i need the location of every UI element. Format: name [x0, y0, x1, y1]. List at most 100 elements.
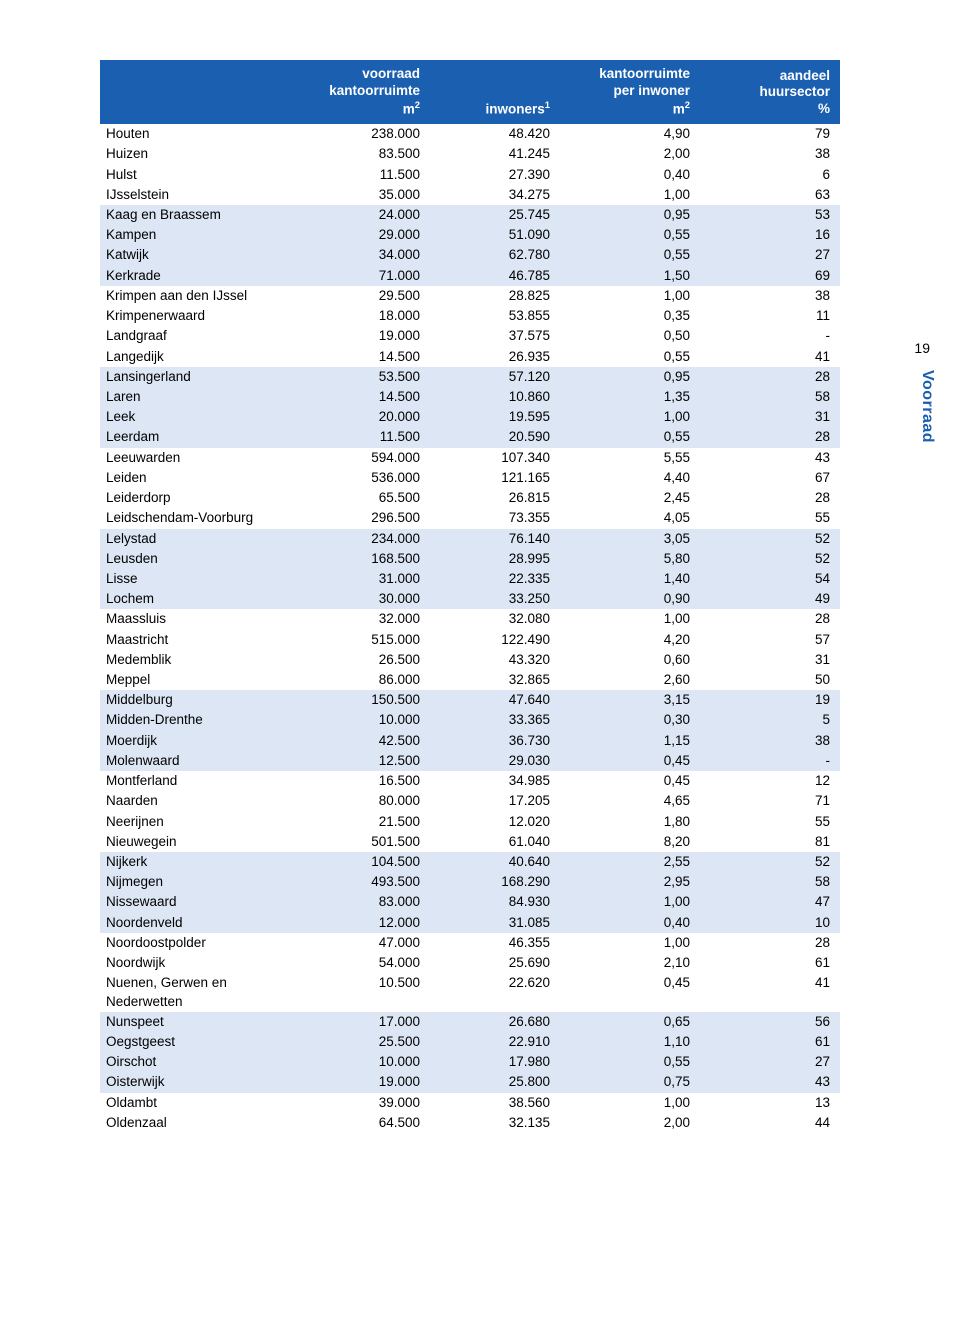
cell-value: 29.000	[300, 225, 430, 245]
cell-value: 40.640	[430, 852, 560, 872]
cell-name: Oldenzaal	[100, 1113, 300, 1133]
cell-value: 79	[700, 124, 840, 144]
cell-value: 14.500	[300, 387, 430, 407]
cell-value: 28	[700, 609, 840, 629]
cell-value: 122.490	[430, 630, 560, 650]
cell-value: 168.500	[300, 549, 430, 569]
cell-value: 33.365	[430, 710, 560, 730]
table-row: Oirschot10.00017.9800,5527	[100, 1052, 840, 1072]
cell-name: Nijkerk	[100, 852, 300, 872]
cell-value: 46.785	[430, 266, 560, 286]
cell-value: 19.000	[300, 1072, 430, 1092]
cell-value: 52	[700, 852, 840, 872]
cell-name: Lisse	[100, 569, 300, 589]
cell-value: 296.500	[300, 508, 430, 528]
cell-value: 4,40	[560, 468, 700, 488]
cell-value: 26.815	[430, 488, 560, 508]
cell-value: 25.800	[430, 1072, 560, 1092]
cell-value: 31	[700, 407, 840, 427]
table-row: Leek20.00019.5951,0031	[100, 407, 840, 427]
table-header: voorraad kantoorruimte m2 inwoners1 kant…	[100, 60, 840, 124]
cell-value: -	[700, 326, 840, 346]
cell-value: 17.205	[430, 791, 560, 811]
cell-value: 18.000	[300, 306, 430, 326]
cell-name: Nissewaard	[100, 892, 300, 912]
cell-name: Naarden	[100, 791, 300, 811]
cell-value: 4,65	[560, 791, 700, 811]
cell-value: 25.690	[430, 953, 560, 973]
cell-value: -	[700, 751, 840, 771]
cell-name: Medemblik	[100, 650, 300, 670]
cell-value: 0,35	[560, 306, 700, 326]
table-row: Medemblik26.50043.3200,6031	[100, 650, 840, 670]
cell-value: 31.000	[300, 569, 430, 589]
cell-value: 46.355	[430, 933, 560, 953]
cell-value: 6	[700, 165, 840, 185]
cell-value: 32.135	[430, 1113, 560, 1133]
cell-value: 41	[700, 973, 840, 1011]
cell-value: 536.000	[300, 468, 430, 488]
cell-name: Oirschot	[100, 1052, 300, 1072]
cell-value: 2,00	[560, 1113, 700, 1133]
cell-value: 69	[700, 266, 840, 286]
cell-value: 81	[700, 832, 840, 852]
cell-value: 13	[700, 1093, 840, 1113]
cell-value: 38	[700, 286, 840, 306]
cell-value: 11.500	[300, 165, 430, 185]
cell-value: 501.500	[300, 832, 430, 852]
cell-value: 73.355	[430, 508, 560, 528]
table-row: Nijmegen493.500168.2902,9558	[100, 872, 840, 892]
cell-value: 71	[700, 791, 840, 811]
table-row: Nijkerk104.50040.6402,5552	[100, 852, 840, 872]
cell-value: 39.000	[300, 1093, 430, 1113]
cell-value: 33.250	[430, 589, 560, 609]
col-header-voorraad: voorraad kantoorruimte m2	[300, 60, 430, 124]
cell-value: 37.575	[430, 326, 560, 346]
table-body: Houten238.00048.4204,9079Huizen83.50041.…	[100, 124, 840, 1133]
cell-name: Leiderdorp	[100, 488, 300, 508]
cell-value: 0,45	[560, 973, 700, 1011]
cell-value: 19	[700, 690, 840, 710]
cell-value: 1,00	[560, 892, 700, 912]
table-row: Moerdijk42.50036.7301,1538	[100, 731, 840, 751]
cell-value: 80.000	[300, 791, 430, 811]
cell-value: 0,55	[560, 347, 700, 367]
col-header-name	[100, 60, 300, 124]
cell-value: 2,45	[560, 488, 700, 508]
table-row: Nuenen, Gerwen en Nederwetten10.50022.62…	[100, 973, 840, 1011]
cell-value: 76.140	[430, 529, 560, 549]
cell-name: Krimpenerwaard	[100, 306, 300, 326]
cell-value: 62.780	[430, 245, 560, 265]
cell-value: 26.680	[430, 1012, 560, 1032]
cell-value: 12	[700, 771, 840, 791]
cell-value: 32.000	[300, 609, 430, 629]
cell-value: 28.825	[430, 286, 560, 306]
cell-value: 104.500	[300, 852, 430, 872]
cell-value: 19.595	[430, 407, 560, 427]
cell-value: 41	[700, 347, 840, 367]
cell-value: 1,00	[560, 609, 700, 629]
cell-value: 26.935	[430, 347, 560, 367]
cell-value: 1,00	[560, 407, 700, 427]
cell-value: 29.500	[300, 286, 430, 306]
cell-value: 19.000	[300, 326, 430, 346]
cell-value: 43	[700, 1072, 840, 1092]
col-header-per-inwoner: kantoorruimte per inwoner m2	[560, 60, 700, 124]
table-row: Leiderdorp65.50026.8152,4528	[100, 488, 840, 508]
cell-value: 1,40	[560, 569, 700, 589]
cell-value: 53	[700, 205, 840, 225]
cell-value: 0,55	[560, 245, 700, 265]
table-row: Landgraaf19.00037.5750,50-	[100, 326, 840, 346]
cell-value: 107.340	[430, 448, 560, 468]
table-row: Nissewaard83.00084.9301,0047	[100, 892, 840, 912]
cell-name: Katwijk	[100, 245, 300, 265]
cell-value: 55	[700, 508, 840, 528]
cell-value: 0,55	[560, 225, 700, 245]
cell-value: 2,55	[560, 852, 700, 872]
cell-value: 5,55	[560, 448, 700, 468]
cell-value: 0,45	[560, 751, 700, 771]
cell-value: 65.500	[300, 488, 430, 508]
cell-value: 16	[700, 225, 840, 245]
cell-value: 1,00	[560, 1093, 700, 1113]
cell-value: 0,40	[560, 165, 700, 185]
